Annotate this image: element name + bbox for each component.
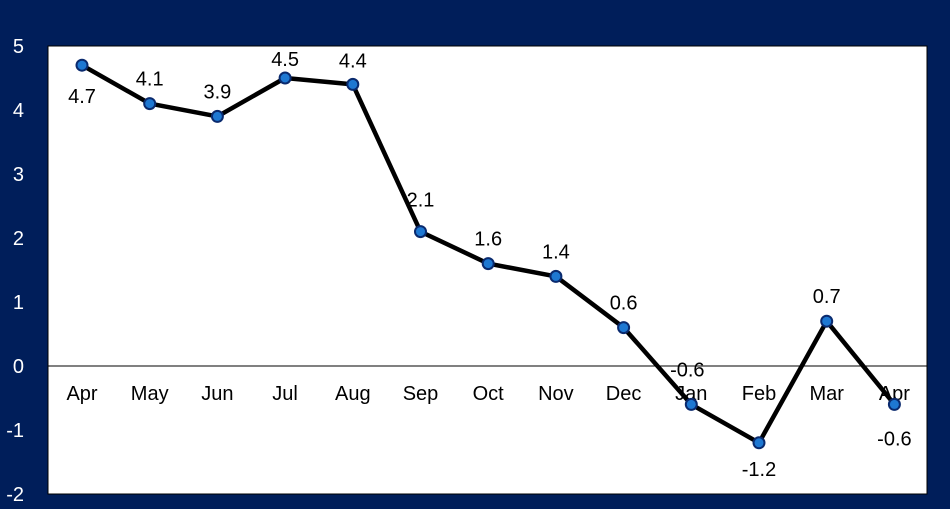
data-point-marker xyxy=(752,436,766,450)
data-point-marker xyxy=(684,397,698,411)
x-category-label: Jun xyxy=(201,383,233,405)
x-category-label: Apr xyxy=(66,383,97,405)
y-tick-label: 4 xyxy=(13,100,24,122)
x-axis-category-labels: Apr May Jun Jul Aug Sep Oct Nov Dec Jan Feb Mar Apr xyxy=(66,383,910,405)
data-point-marker xyxy=(617,321,631,335)
y-tick-label: 0 xyxy=(13,356,24,378)
data-label: -0.6 xyxy=(877,428,911,450)
data-point-marker xyxy=(481,257,495,271)
y-tick-label: 3 xyxy=(13,164,24,186)
data-label: -1.2 xyxy=(742,459,776,481)
y-tick-label: 2 xyxy=(13,228,24,250)
data-label: 0.7 xyxy=(813,286,841,308)
data-point-marker xyxy=(414,225,427,239)
y-axis-tick-labels: 5 4 3 2 1 0 -1 -2 xyxy=(6,36,24,506)
data-label: 4.5 xyxy=(271,49,299,71)
data-point-marker xyxy=(75,58,89,72)
data-point-marker xyxy=(143,97,157,111)
data-label: 1.4 xyxy=(542,241,570,263)
data-label: 2.1 xyxy=(407,190,435,212)
y-tick-label: 1 xyxy=(13,292,24,314)
data-label: 0.6 xyxy=(610,293,638,315)
data-label: 4.4 xyxy=(339,50,367,72)
data-point-marker xyxy=(820,314,834,328)
x-category-label: Mar xyxy=(809,383,844,405)
x-category-label: Oct xyxy=(473,383,505,405)
x-category-label: Feb xyxy=(742,383,776,405)
y-tick-label: 5 xyxy=(13,36,24,58)
data-label: 3.9 xyxy=(203,81,231,103)
x-category-label: Aug xyxy=(335,383,371,405)
data-point-marker xyxy=(210,109,224,123)
x-category-label: Apr xyxy=(879,383,910,405)
x-category-label: Jan xyxy=(675,383,707,405)
data-point-marker xyxy=(278,71,292,85)
data-label: -0.6 xyxy=(670,359,704,381)
data-label: 4.1 xyxy=(136,69,164,91)
x-category-label: Dec xyxy=(606,383,642,405)
x-category-label: Jul xyxy=(272,383,298,405)
data-point-marker xyxy=(346,77,360,91)
data-labels: 4.7 4.1 3.9 4.5 4.4 2.1 1.6 1.4 0.6 -0.6 -1.2 0.7 -0… xyxy=(68,49,912,481)
x-category-label: Nov xyxy=(538,383,574,405)
y-tick-label: -1 xyxy=(6,420,24,442)
data-label: 4.7 xyxy=(68,86,96,108)
x-category-label: Sep xyxy=(403,383,439,405)
series-markers xyxy=(75,58,901,450)
y-tick-label: -2 xyxy=(6,484,24,506)
data-point-marker xyxy=(887,397,901,411)
data-label: 1.6 xyxy=(474,229,502,251)
x-category-label: May xyxy=(131,383,169,405)
data-point-marker xyxy=(549,269,563,283)
